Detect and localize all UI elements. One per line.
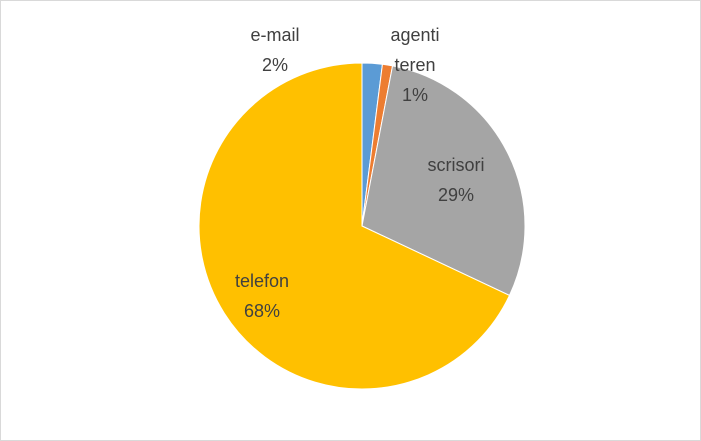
slice-label: agenti teren 1% [385, 20, 445, 110]
category-label: agenti teren [390, 25, 440, 75]
pie-slice [198, 62, 511, 390]
category-label: scrisori [427, 155, 485, 175]
value-label: 29% [437, 185, 475, 205]
slice-label: telefon 68% [235, 266, 289, 326]
value-label: 1% [401, 85, 428, 105]
value-label: 68% [243, 301, 281, 321]
pie-slice [361, 65, 526, 297]
slice-label: e-mail 2% [250, 20, 299, 80]
category-label: telefon [234, 271, 290, 291]
value-label: 2% [261, 55, 289, 75]
slice-label: scrisori 29% [428, 150, 485, 210]
category-label: e-mail [250, 25, 300, 45]
